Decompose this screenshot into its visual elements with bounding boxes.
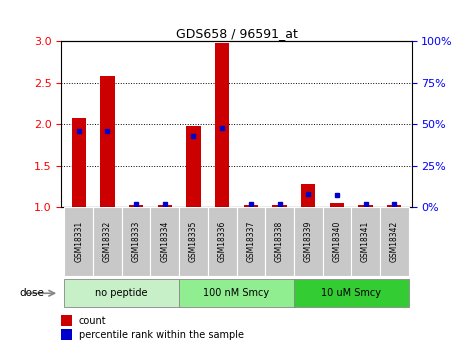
Bar xyxy=(272,205,287,207)
Bar xyxy=(61,329,72,340)
Text: percentile rank within the sample: percentile rank within the sample xyxy=(79,330,244,340)
Bar xyxy=(351,207,380,276)
Text: 100 nM Smcy: 100 nM Smcy xyxy=(203,288,270,298)
Text: GSM18332: GSM18332 xyxy=(103,221,112,262)
Text: GSM18340: GSM18340 xyxy=(333,221,342,262)
Bar xyxy=(71,118,86,207)
Bar xyxy=(294,207,323,276)
Bar xyxy=(64,279,179,307)
Text: dose: dose xyxy=(19,288,44,298)
Text: count: count xyxy=(79,316,106,326)
Bar xyxy=(265,207,294,276)
Bar xyxy=(93,207,122,276)
Bar xyxy=(330,203,344,207)
Text: GSM18342: GSM18342 xyxy=(390,221,399,262)
Bar xyxy=(64,207,93,276)
Text: GSM18331: GSM18331 xyxy=(74,221,83,262)
Bar xyxy=(158,205,172,207)
Title: GDS658 / 96591_at: GDS658 / 96591_at xyxy=(175,27,298,40)
Text: 10 uM Smcy: 10 uM Smcy xyxy=(321,288,381,298)
Bar xyxy=(244,205,258,207)
Bar xyxy=(380,207,409,276)
Text: GSM18334: GSM18334 xyxy=(160,221,169,262)
Bar xyxy=(122,207,150,276)
Bar xyxy=(294,279,409,307)
Text: GSM18341: GSM18341 xyxy=(361,221,370,262)
Bar xyxy=(208,207,236,276)
Text: GSM18338: GSM18338 xyxy=(275,221,284,262)
Bar xyxy=(179,207,208,276)
Bar xyxy=(186,126,201,207)
Bar xyxy=(236,207,265,276)
Bar xyxy=(179,279,294,307)
Text: GSM18339: GSM18339 xyxy=(304,221,313,262)
Text: GSM18335: GSM18335 xyxy=(189,221,198,262)
Bar xyxy=(359,205,373,207)
Bar xyxy=(301,184,315,207)
Bar xyxy=(100,76,114,207)
Text: no peptide: no peptide xyxy=(96,288,148,298)
Bar xyxy=(215,43,229,207)
Bar xyxy=(150,207,179,276)
Bar xyxy=(387,205,402,207)
Text: GSM18337: GSM18337 xyxy=(246,221,255,262)
Bar xyxy=(61,315,72,326)
Text: GSM18336: GSM18336 xyxy=(218,221,227,262)
Text: GSM18333: GSM18333 xyxy=(131,221,140,262)
Bar xyxy=(323,207,351,276)
Bar xyxy=(129,205,143,207)
